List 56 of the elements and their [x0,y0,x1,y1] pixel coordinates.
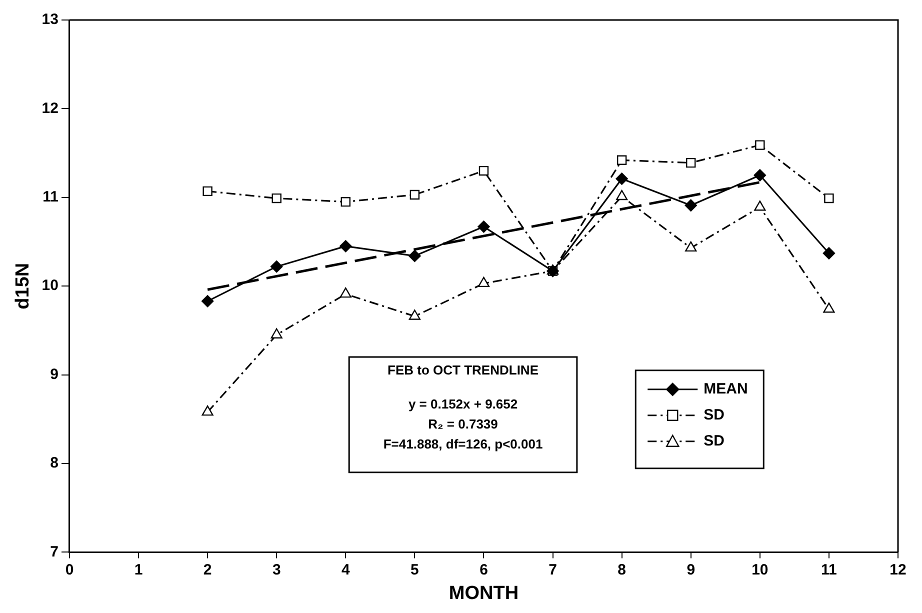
annotation: R₂ = 0.7339 [428,416,498,432]
point [478,276,490,288]
annotation: F=41.888, df=126, p<0.001 [383,436,543,452]
point [824,193,834,204]
point [408,310,420,320]
x-tick-label: 11 [821,561,837,578]
x-tick-label: 3 [272,561,281,578]
point [754,169,766,182]
x-tick-label: 7 [548,561,557,578]
point [340,287,352,298]
y-tick-label: 10 [42,277,58,294]
legend-label: SD [704,432,725,450]
annotation: y = 0.152x + 9.652 [408,396,518,412]
annotation: FEB to OCT TRENDLINE [388,362,539,378]
point [478,166,489,176]
x-tick-label: 4 [341,561,350,578]
x-tick-label: 5 [410,561,419,578]
point [270,260,283,273]
point [686,158,696,168]
x-tick-label: 10 [752,561,768,578]
point [616,190,628,200]
y-tick-label: 11 [42,188,58,206]
point [202,186,212,196]
x-tick-label: 8 [618,561,626,578]
point [340,196,350,207]
x-tick-label: 9 [686,561,696,578]
point [272,193,282,204]
x-tick-label: 6 [480,561,488,578]
x-tick-label: 1 [134,561,143,578]
y-tick-label: 7 [50,543,58,560]
point [408,250,421,262]
x-tick-label: 0 [65,561,74,578]
y-tick-label: 13 [42,11,58,28]
x-axis-title: MONTH [448,582,519,604]
point [822,247,836,260]
point [202,405,214,416]
legend-label: MEAN [704,380,748,398]
x-tick-label: 12 [890,561,906,578]
legend-label: SD [704,406,725,424]
point [616,155,627,165]
point [685,241,697,252]
point [755,140,765,150]
y-tick-label: 9 [50,366,58,383]
x-tick-label: 2 [203,561,212,578]
point [823,302,835,313]
y-tick-label: 8 [50,454,58,472]
point [684,199,697,212]
y-axis-title: d15N [12,262,34,310]
point [270,328,282,338]
point [754,200,766,211]
point [616,172,628,185]
point [410,190,420,200]
y-tick-label: 12 [42,100,58,117]
point [340,240,352,252]
point [478,220,490,233]
point [201,295,214,308]
